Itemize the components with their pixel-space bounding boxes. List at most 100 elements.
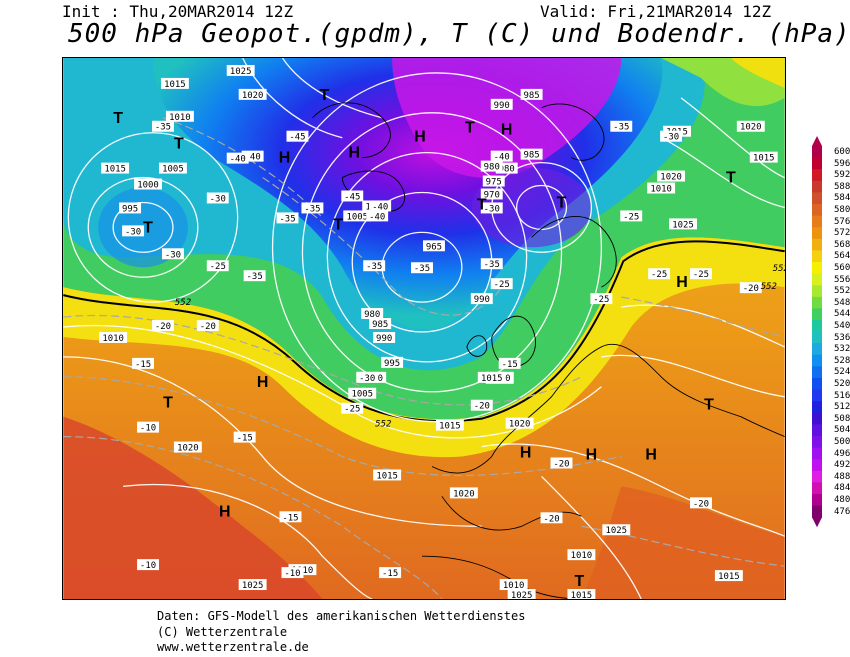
svg-text:-40: -40 xyxy=(494,153,510,163)
isobar-label: 985 xyxy=(369,318,392,330)
isobar-label: 985 xyxy=(520,148,543,161)
svg-text:-15: -15 xyxy=(282,513,298,523)
svg-text:1010: 1010 xyxy=(503,581,525,591)
svg-text:-35: -35 xyxy=(484,260,500,270)
colorbar-swatch xyxy=(812,273,822,286)
svg-text:1025: 1025 xyxy=(606,526,628,536)
isotherm-label: -35 xyxy=(411,262,433,274)
isotherm-label: -15 xyxy=(233,431,256,444)
colorbar-label: 488 xyxy=(834,471,850,482)
isotherm-label: -10 xyxy=(137,559,159,571)
colorbar-label: 600 xyxy=(834,147,850,157)
svg-text:-25: -25 xyxy=(494,280,510,290)
isotherm-label: -30 xyxy=(122,225,145,237)
colorbar-swatch xyxy=(812,378,822,391)
isobar-label: 1025 xyxy=(507,589,536,600)
isotherm-label: -15 xyxy=(498,357,521,370)
isobar-label: 995 xyxy=(381,356,404,369)
svg-text:1025: 1025 xyxy=(230,67,252,77)
colorbar-swatch xyxy=(812,331,822,344)
svg-text:-35: -35 xyxy=(304,204,320,214)
footer-copyright: (C) Wetterzentrale xyxy=(157,625,288,639)
isotherm-label: -35 xyxy=(610,120,633,133)
isobar-label: 990 xyxy=(490,98,513,111)
colorbar-label: 528 xyxy=(834,355,850,366)
svg-text:1015: 1015 xyxy=(104,165,126,175)
colorbar-swatch xyxy=(812,296,822,309)
isotherm-label: -25 xyxy=(620,210,643,222)
colorbar-label: 532 xyxy=(834,344,850,355)
high-pressure-marker: H xyxy=(349,145,361,162)
isotherm-label: -20 xyxy=(690,497,712,509)
colorbar-swatch xyxy=(812,285,822,298)
isobar-label: 1020 xyxy=(505,417,534,430)
colorbar-swatch xyxy=(812,470,822,483)
colorbar-swatch xyxy=(812,192,822,205)
isobars xyxy=(63,58,785,599)
colorbar-swatch xyxy=(812,146,822,159)
high-pressure-marker: H xyxy=(645,447,657,464)
colorbar-swatch xyxy=(812,320,822,333)
svg-text:-40: -40 xyxy=(369,212,385,222)
high-pressure-marker: H xyxy=(257,374,269,391)
isotherm-label: -35 xyxy=(301,202,324,214)
svg-text:975: 975 xyxy=(486,178,502,188)
low-pressure-marker: T xyxy=(319,87,329,104)
isotherm-label: -20 xyxy=(550,457,573,469)
isobar-label: 1015 xyxy=(714,570,743,582)
init-time: Init : Thu,20MAR2014 12Z xyxy=(62,2,294,21)
isotherm-label: -30 xyxy=(356,371,379,384)
svg-text:-10: -10 xyxy=(284,569,300,579)
svg-text:-45: -45 xyxy=(289,133,305,143)
isobar-label: 965 xyxy=(423,240,445,252)
isotherm-label: -35 xyxy=(480,258,503,270)
svg-text:-35: -35 xyxy=(613,123,629,133)
colorbar-label: 504 xyxy=(834,425,850,436)
svg-text:-30: -30 xyxy=(165,250,181,260)
isotherm-label: -10 xyxy=(281,567,304,579)
isotherm-label: -20 xyxy=(470,399,493,412)
isotherm-label: -15 xyxy=(379,567,402,579)
colorbar-label: 556 xyxy=(834,274,850,285)
low-pressure-marker: T xyxy=(174,136,184,153)
colorbar-label: 580 xyxy=(834,205,850,215)
colorbar-label: 584 xyxy=(834,193,850,204)
isobar-label: 970 xyxy=(480,188,503,200)
isotherm-label: -30 xyxy=(660,130,683,143)
colorbar-swatch xyxy=(812,424,822,437)
svg-text:970: 970 xyxy=(484,190,500,200)
svg-text:-30: -30 xyxy=(484,204,500,214)
isohypse-552 xyxy=(63,240,785,423)
colorbar-label: 484 xyxy=(834,483,850,494)
high-pressure-marker: H xyxy=(279,150,291,167)
footer-website[interactable]: www.wetterzentrale.de xyxy=(157,640,309,654)
colorbar-label: 596 xyxy=(834,158,850,169)
geopotential-label: 552 xyxy=(761,282,777,292)
yellow-band xyxy=(63,237,785,458)
svg-text:-25: -25 xyxy=(593,295,609,305)
isobar-label: 980 xyxy=(361,308,384,320)
svg-text:990: 990 xyxy=(376,334,392,344)
colorbar-swatch xyxy=(812,354,822,367)
high-pressure-marker: H xyxy=(520,445,532,462)
colorbar-swatch xyxy=(812,447,822,460)
low-pressure-marker: T xyxy=(143,219,153,236)
isobar-label: 1005 xyxy=(348,387,377,400)
high-pressure-marker: H xyxy=(414,129,426,146)
isotherm-label: -35 xyxy=(152,120,174,133)
svg-text:-25: -25 xyxy=(623,212,639,222)
low-pressure-marker: T xyxy=(465,120,475,137)
svg-text:1025: 1025 xyxy=(511,591,533,600)
isotherm-label: -15 xyxy=(132,357,154,370)
colorbar-swatch xyxy=(812,459,822,472)
low-pressure-marker: T xyxy=(575,573,585,590)
valid-time: Valid: Fri,21MAR2014 12Z xyxy=(540,2,772,21)
svg-text:985: 985 xyxy=(372,320,388,330)
svg-text:-35: -35 xyxy=(279,214,295,224)
svg-text:-20: -20 xyxy=(155,322,171,332)
isobar-label: 1005 xyxy=(158,162,187,175)
svg-text:1020: 1020 xyxy=(177,444,199,454)
isobar-label: 1010 xyxy=(165,110,194,123)
svg-text:-30: -30 xyxy=(125,227,141,237)
svg-text:995: 995 xyxy=(384,359,400,369)
